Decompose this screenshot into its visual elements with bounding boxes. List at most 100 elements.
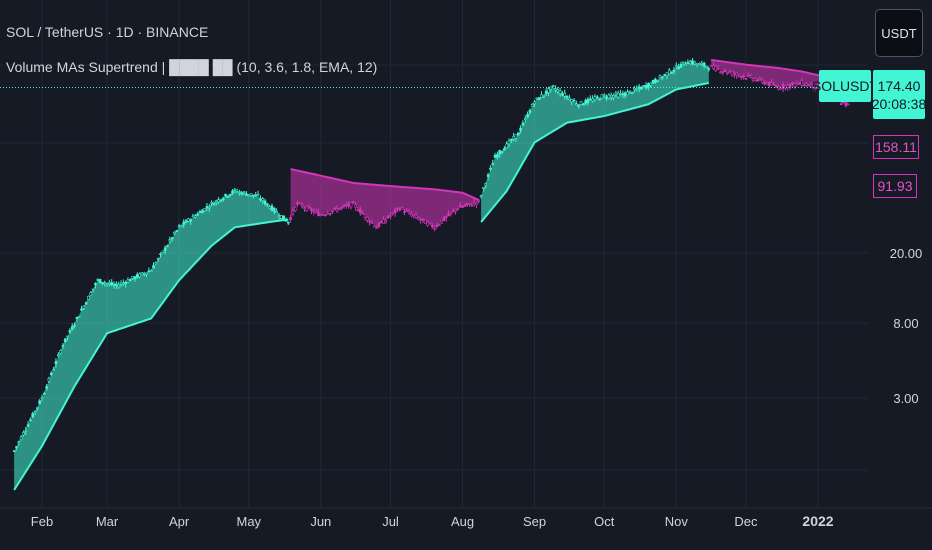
- candle-body: [19, 436, 23, 441]
- candle-body: [400, 207, 404, 210]
- candle-body: [612, 95, 615, 98]
- candle-body: [347, 203, 350, 207]
- candle-body: [73, 324, 76, 327]
- candle-body: [226, 196, 230, 198]
- candle-body: [31, 413, 35, 418]
- candle-body: [665, 72, 669, 76]
- candle-body: [331, 210, 334, 213]
- x-tick-label: 2022: [802, 513, 833, 529]
- lower-band-tag: 91.93: [873, 174, 917, 198]
- candle-body: [335, 208, 339, 212]
- candle-body: [221, 198, 225, 200]
- candle-body: [122, 282, 125, 285]
- candle-body: [349, 202, 353, 208]
- candle-body: [465, 203, 469, 206]
- candle-body: [77, 316, 81, 318]
- candle-body: [214, 200, 218, 203]
- candle-body: [621, 93, 625, 95]
- candle-body: [661, 76, 664, 79]
- upper-band-tag: 158.11: [873, 135, 919, 159]
- candle-body: [649, 82, 653, 86]
- candle-body: [503, 148, 506, 151]
- candle-body: [516, 132, 520, 136]
- y-tick-label: 20.00: [890, 246, 923, 261]
- candle-body: [456, 208, 460, 211]
- candle-body: [36, 407, 39, 409]
- chart-title: SOL / TetherUS · 1D · BINANCE: [6, 24, 209, 40]
- x-tick-label: Nov: [665, 514, 689, 529]
- candle-body: [247, 194, 251, 196]
- candle-body: [691, 60, 694, 65]
- candle-body: [707, 68, 711, 70]
- candle-body: [187, 218, 190, 222]
- candle-body: [56, 354, 60, 357]
- candle-body: [110, 282, 114, 286]
- candle-body: [24, 430, 28, 432]
- candle-body: [84, 302, 88, 305]
- candle-body: [616, 93, 620, 98]
- candle-body: [319, 214, 323, 217]
- candle-body: [733, 73, 736, 76]
- candle-body: [310, 209, 313, 212]
- candle-body: [391, 212, 395, 214]
- x-tick-label: Aug: [451, 514, 474, 529]
- candle-body: [812, 83, 815, 89]
- candle-body: [679, 63, 683, 68]
- candle-body: [182, 221, 186, 225]
- candle-body: [245, 193, 248, 196]
- candle-body: [38, 400, 41, 404]
- candle-body: [786, 84, 790, 88]
- candle-body: [421, 218, 425, 221]
- candle-body: [719, 71, 722, 74]
- candle-body: [486, 174, 490, 177]
- candle-body: [519, 127, 522, 132]
- candle-body: [217, 199, 220, 203]
- candle-body: [289, 216, 292, 220]
- candle-body: [282, 215, 285, 220]
- x-axis-ticks: Feb Mar Apr May Jun Jul Aug Sep Oct Nov Dec 2022: [31, 513, 834, 529]
- candle-body: [491, 163, 495, 166]
- y-tick-label: 8.00: [893, 316, 918, 331]
- candle-body: [405, 210, 409, 212]
- candle-body: [47, 377, 51, 382]
- candle-body: [435, 224, 439, 227]
- candle-body: [563, 92, 567, 97]
- x-tick-label: Mar: [96, 514, 119, 529]
- candle-body: [280, 215, 283, 219]
- candle-body: [498, 150, 502, 155]
- candle-body: [249, 193, 253, 196]
- last-price-tag: 174.40 20:08:38: [871, 70, 927, 119]
- candle-body: [96, 278, 100, 281]
- candle-body: [317, 212, 320, 217]
- candle-body: [672, 70, 676, 72]
- candle-body: [582, 103, 585, 106]
- bar-countdown: 20:08:38: [871, 95, 927, 112]
- candle-body: [551, 85, 555, 87]
- candle-body: [33, 410, 37, 413]
- x-tick-label: Dec: [734, 514, 758, 529]
- candle-body: [807, 84, 811, 87]
- candle-body: [29, 419, 32, 422]
- candle-body: [684, 63, 687, 66]
- currency-button[interactable]: USDT: [875, 9, 923, 57]
- candle-body: [484, 183, 488, 186]
- candle-body: [805, 83, 808, 86]
- candle-body: [447, 213, 450, 217]
- candle-body: [698, 62, 701, 65]
- candle-body: [535, 97, 539, 100]
- candle-body: [412, 214, 416, 217]
- indicator-legend[interactable]: Volume MAs Supertrend | ████ ██ (10, 3.6…: [6, 59, 378, 75]
- candle-body: [177, 225, 181, 228]
- candle-body: [403, 211, 406, 213]
- candle-body: [240, 192, 244, 195]
- candle-body: [774, 85, 778, 88]
- candle-body: [493, 155, 497, 158]
- candle-body: [365, 216, 369, 221]
- candle-body: [705, 65, 708, 68]
- candle-body: [514, 134, 518, 139]
- x-tick-label: Oct: [594, 514, 615, 529]
- candle-body: [584, 100, 587, 104]
- candle-body: [112, 283, 116, 286]
- candle-body: [124, 281, 127, 285]
